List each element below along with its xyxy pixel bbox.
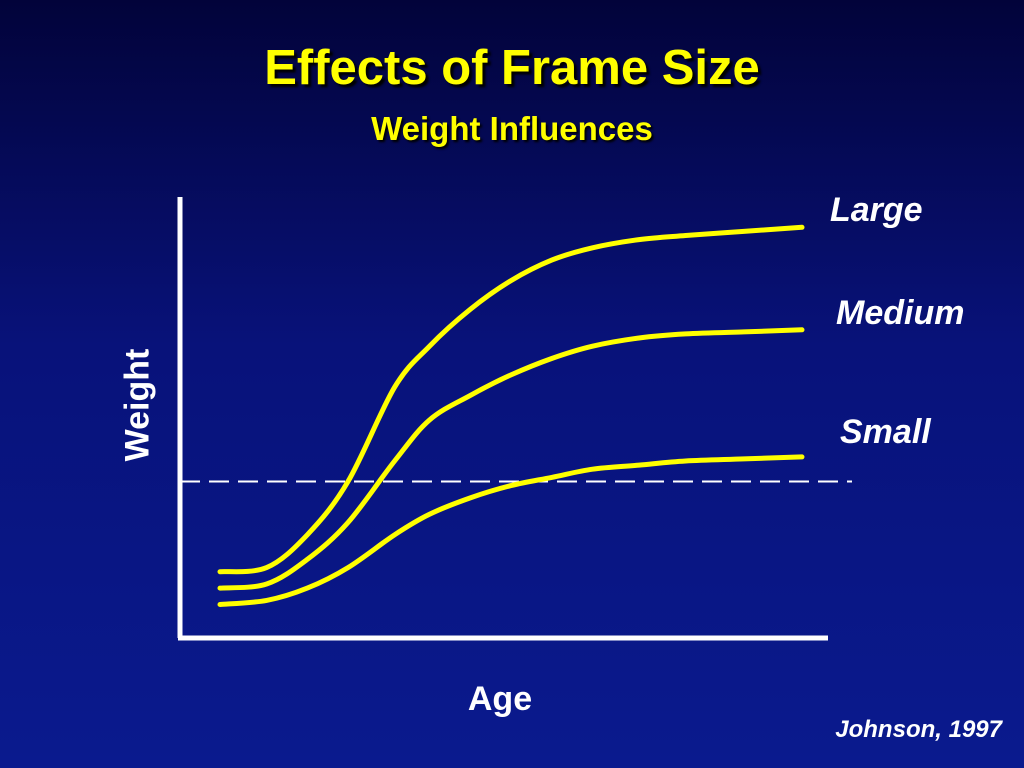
citation: Johnson, 1997 <box>835 716 1002 743</box>
series-line-small <box>217 454 805 607</box>
series-label-small: Small <box>840 412 931 451</box>
series-lines <box>217 224 805 607</box>
chart-axes <box>177 197 828 641</box>
series-line-large <box>217 224 805 575</box>
x-axis-label: Age <box>467 680 533 718</box>
y-axis-label: Weight <box>118 348 157 462</box>
slide-title: Effects of Frame Size <box>264 41 760 95</box>
slide-subtitle: Weight Influences <box>371 110 653 147</box>
series-label-large: Large <box>830 191 923 230</box>
series-line-medium <box>217 327 805 591</box>
series-label-medium: Medium <box>836 293 965 332</box>
